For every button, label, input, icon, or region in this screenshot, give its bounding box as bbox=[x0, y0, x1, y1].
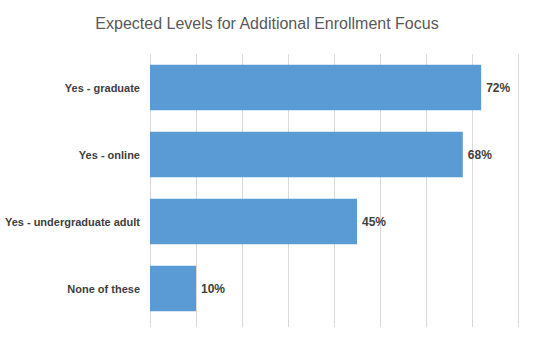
svg-text:None of these: None of these bbox=[67, 283, 140, 295]
svg-text:Yes - undergraduate adult: Yes - undergraduate adult bbox=[5, 216, 140, 228]
svg-text:Yes - online: Yes - online bbox=[79, 149, 140, 161]
svg-text:68%: 68% bbox=[468, 148, 492, 162]
svg-text:Expected Levels for Additional: Expected Levels for Additional Enrollmen… bbox=[95, 15, 438, 32]
svg-text:45%: 45% bbox=[362, 215, 386, 229]
svg-text:72%: 72% bbox=[486, 81, 510, 95]
svg-text:10%: 10% bbox=[201, 282, 225, 296]
svg-text:Yes - graduate: Yes - graduate bbox=[65, 82, 140, 94]
